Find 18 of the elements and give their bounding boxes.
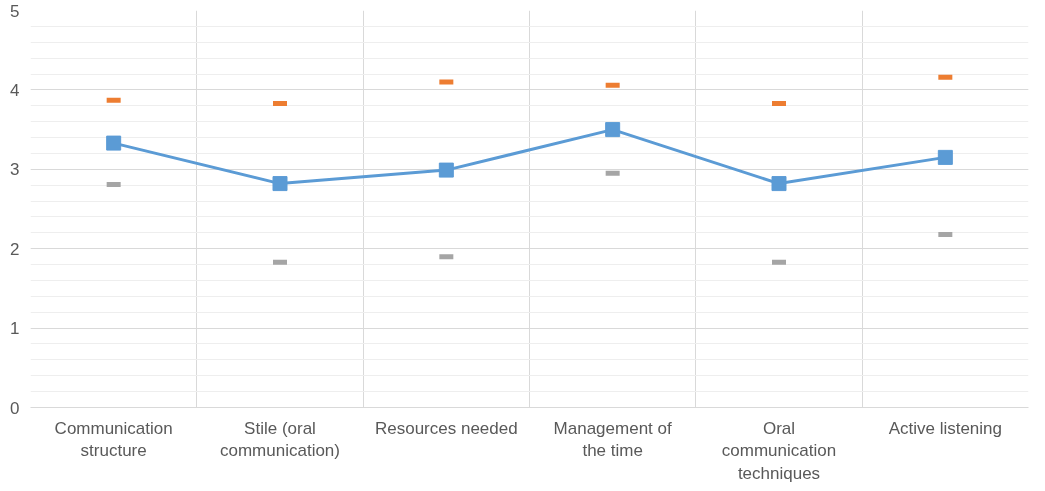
y-tick-label: 0 [10,398,20,418]
x-tick-label: Resources needed [374,418,518,438]
y-tick-label: 1 [10,319,20,339]
point [438,162,454,178]
x-tick-label: Communication structure [54,418,173,461]
y-tick-label: 5 [10,1,20,21]
point [272,176,288,192]
point [771,176,787,192]
x-tick-label: Management of the time [553,418,673,461]
x-tick-label: Active listening [888,418,1003,438]
y-tick-label: 3 [10,160,20,180]
y-tick-label: 2 [10,239,20,259]
x-tick-label: Stile (oral communication) [220,418,341,461]
y-tick-label: 4 [10,80,20,100]
point [937,149,953,165]
point [605,122,621,138]
point [106,135,122,151]
x-tick-label: Oral communication techniques [721,418,837,484]
